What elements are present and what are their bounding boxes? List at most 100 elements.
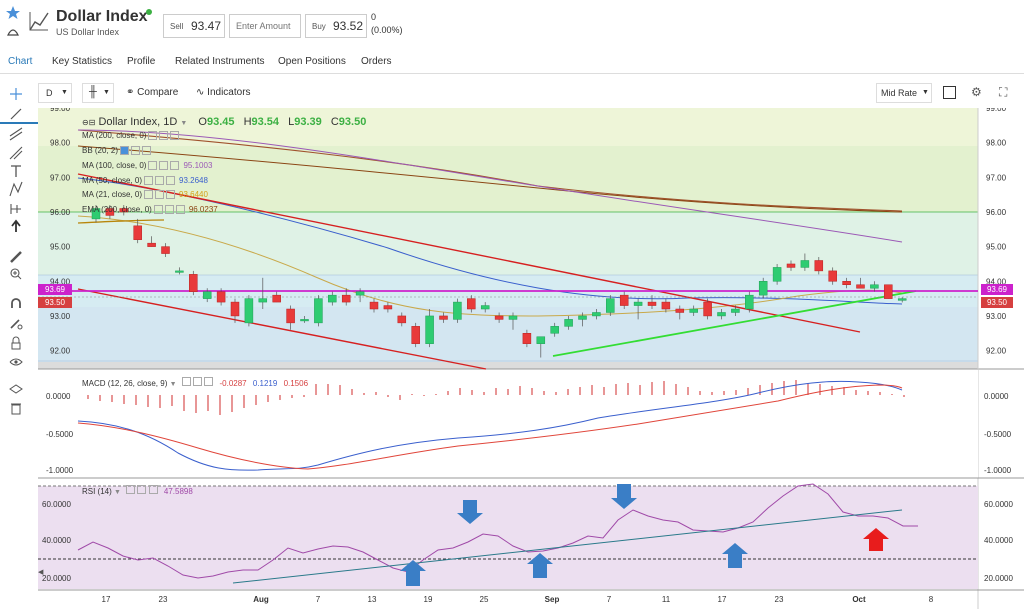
candle (314, 295, 323, 327)
chevron-down-icon[interactable]: ▼ (114, 489, 121, 496)
settings-gear-icon[interactable]: ⚙ (971, 85, 982, 99)
price-y-tick: 97.00 (986, 173, 1007, 182)
candle (717, 309, 726, 320)
visibility-icon[interactable] (120, 146, 130, 156)
tab-chart[interactable]: Chart (8, 56, 33, 67)
indicators-button[interactable]: ∿ Indicators (196, 87, 251, 98)
chevron-down-icon[interactable]: ▼ (169, 381, 177, 388)
scroll-left-icon[interactable]: ◀ (38, 569, 44, 576)
sell-label: Sell (170, 22, 184, 31)
visibility-icon[interactable] (181, 377, 191, 386)
settings-icon[interactable] (155, 176, 165, 186)
chevron-down-icon: ▼ (922, 89, 929, 96)
favorite-star-icon[interactable] (5, 5, 21, 45)
candle (550, 322, 559, 337)
visibility-icon[interactable] (148, 131, 158, 141)
close-value: 93.50 (338, 116, 367, 128)
collapse-icon[interactable]: ⊖⊟ (82, 118, 96, 127)
lock-icon[interactable] (11, 336, 21, 350)
text-icon[interactable] (11, 165, 21, 177)
price-y-axis: 99.00 98.00 97.00 96.00 95.00 94.00 93.00 92.00 (986, 108, 1007, 356)
chart-type-select[interactable]: ╫ ▼ (82, 83, 114, 103)
close-icon[interactable] (170, 161, 180, 171)
magnet-icon[interactable] (11, 298, 21, 308)
candle (633, 298, 643, 320)
close-icon[interactable] (142, 146, 152, 156)
close-icon[interactable] (170, 131, 180, 141)
candle (147, 236, 156, 247)
price-y-tick-left: 94.00 (50, 277, 71, 286)
macd-y-tick: 0.0000 (984, 392, 1009, 401)
bid-price-tag-left: 93.69 (38, 284, 72, 295)
settings-icon[interactable] (159, 131, 169, 141)
indicator-value: 93.2648 (179, 176, 208, 185)
compare-button[interactable]: ⚭ Compare (126, 87, 178, 98)
candle (814, 257, 824, 275)
layers-icon[interactable] (9, 384, 23, 394)
candle (647, 295, 657, 310)
settings-icon[interactable] (155, 190, 165, 200)
zoom-in-icon[interactable] (10, 268, 22, 280)
candle (105, 205, 115, 219)
price-y-tick: 94.00 (986, 277, 1007, 286)
series-name: Dollar Index, 1D (98, 116, 178, 128)
macd-value: 0.1219 (252, 379, 278, 388)
buy-button[interactable]: Buy 93.52 (305, 14, 367, 38)
indicator-legend-row: MA (21, close, 0) 93.6440 (82, 190, 208, 200)
close-icon[interactable] (166, 176, 176, 186)
visibility-icon[interactable] (126, 485, 136, 494)
macd-signal-value: 0.1506 (283, 379, 309, 388)
rsi-y-tick: 20.0000 (984, 574, 1013, 583)
indicator-legend-row: EMA (200, close, 0) 96.0237 (82, 205, 218, 215)
tab-orders[interactable]: Orders (361, 56, 392, 67)
interval-select[interactable]: D ▼ (38, 83, 72, 103)
crosshair-icon[interactable] (10, 88, 22, 100)
amount-input[interactable] (229, 14, 301, 38)
rate-mode-select[interactable]: Mid Rate ▼ (876, 83, 932, 103)
tab-profile[interactable]: Profile (127, 56, 156, 67)
tab-open-positions[interactable]: Open Positions (278, 56, 346, 67)
pitchfork-icon[interactable] (9, 146, 23, 160)
settings-icon[interactable] (131, 146, 141, 156)
macd-histogram (87, 380, 905, 415)
candle (884, 284, 893, 299)
indicator-label: MA (100, close, 0) (82, 161, 147, 170)
visibility-icon[interactable] (144, 190, 154, 200)
candle (189, 270, 198, 296)
settings-icon[interactable] (137, 485, 147, 494)
close-icon[interactable] (204, 377, 214, 386)
sell-button[interactable]: Sell 93.47 (163, 14, 225, 38)
snapshot-toggle[interactable] (943, 86, 956, 99)
candle (661, 298, 671, 313)
arrow-up-icon[interactable] (11, 219, 21, 232)
settings-icon[interactable] (164, 205, 174, 215)
pencil-settings-icon[interactable] (10, 319, 23, 330)
x-tick: 7 (607, 595, 612, 604)
pattern-icon[interactable] (9, 181, 23, 197)
settings-icon[interactable] (193, 377, 203, 386)
instrument-name: Dollar Index (56, 8, 148, 25)
projection-icon[interactable] (10, 204, 21, 214)
trendline-icon[interactable] (10, 108, 22, 120)
close-icon[interactable] (166, 190, 176, 200)
close-icon[interactable] (148, 485, 158, 494)
visibility-icon[interactable] (144, 176, 154, 186)
ruler-icon[interactable] (10, 251, 22, 263)
parallel-lines-icon[interactable] (9, 127, 23, 141)
candle (397, 312, 407, 327)
fullscreen-icon[interactable]: ⛶ (999, 85, 1008, 99)
close-icon[interactable] (175, 205, 185, 215)
downtrend-line-lower (77, 288, 487, 370)
tab-related-instruments[interactable]: Related Instruments (175, 56, 265, 67)
visibility-icon[interactable] (153, 205, 163, 215)
candle (772, 263, 782, 285)
price-y-tick-left: 99.00 (50, 108, 71, 113)
tab-key-statistics[interactable]: Key Statistics (52, 56, 113, 67)
settings-icon[interactable] (159, 161, 169, 171)
ma-21-line (77, 215, 903, 317)
visibility-icon[interactable] (148, 161, 158, 171)
chart-area[interactable]: 17 23 Aug 7 13 19 25 Sep 7 11 17 23 Oct 8 99.00 98.00 9… (38, 108, 1024, 609)
trash-icon[interactable] (11, 403, 21, 415)
eye-icon[interactable] (9, 358, 23, 366)
chevron-down-icon[interactable]: ▼ (180, 120, 188, 127)
